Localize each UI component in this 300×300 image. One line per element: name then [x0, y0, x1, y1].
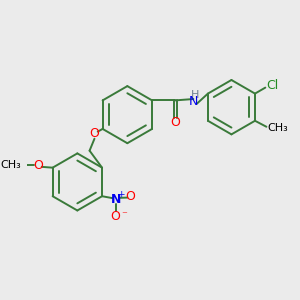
Text: O: O [34, 159, 44, 172]
Text: +: + [117, 190, 124, 199]
Text: O: O [126, 190, 136, 203]
Text: O: O [111, 210, 121, 223]
Text: Cl: Cl [266, 80, 279, 92]
Text: H: H [190, 91, 199, 100]
Text: N: N [110, 193, 121, 206]
Text: O: O [170, 116, 180, 130]
Text: CH₃: CH₃ [267, 123, 288, 134]
Text: ⁻: ⁻ [122, 210, 128, 220]
Text: O: O [89, 127, 99, 140]
Text: CH₃: CH₃ [1, 160, 21, 170]
Text: N: N [189, 95, 199, 108]
